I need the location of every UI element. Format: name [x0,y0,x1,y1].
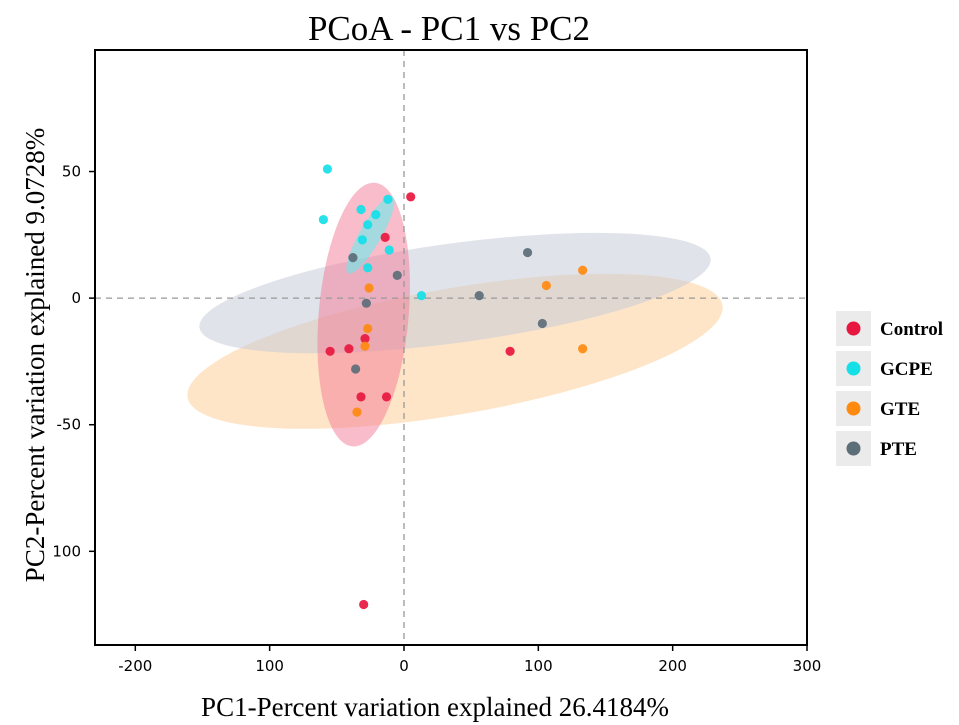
point-control [381,392,392,402]
confidence-ellipses [187,182,723,447]
point-control [359,599,369,610]
chart-title: PCoA - PC1 vs PC2 [308,9,590,48]
legend-marker-gte [846,401,861,416]
point-gcpe [371,209,381,220]
point-pte [351,364,361,374]
legend-label-gcpe: GCPE [880,359,933,380]
point-gcpe [363,220,373,230]
point-gte [352,407,362,417]
point-control [356,392,366,402]
point-pte [474,290,484,301]
point-gte [363,323,373,334]
x-tick-label: -200 [118,657,152,675]
legend: Control GCPE GTE PTE [836,311,943,466]
point-gcpe [318,215,328,225]
plot-frame [94,49,808,646]
x-tick-label: 100 [524,657,553,675]
ellipse-gcpe [346,196,395,274]
point-control [380,232,390,242]
x-tick-label: 200 [658,657,687,675]
point-gcpe [383,194,393,204]
point-control [505,346,515,356]
y-axis-ticks: 50 0 -50 100 [52,163,95,560]
plot-area [95,50,807,645]
data-points [318,164,588,610]
x-tick-label: 300 [793,657,822,675]
point-gcpe [384,245,394,255]
point-gte [364,283,374,293]
point-control [325,346,335,356]
y-tick-label: -50 [57,416,82,434]
point-gcpe [356,204,366,215]
point-control [344,344,354,354]
point-gcpe [357,235,367,245]
y-tick-label: 100 [52,542,81,560]
point-control [360,334,370,344]
legend-marker-control [846,321,861,336]
point-gte [360,341,370,351]
point-pte [361,298,371,308]
reference-lines [95,50,807,645]
point-gte [578,265,588,275]
y-axis-label: PC2-Percent variation explained 9.0728% [20,128,50,582]
x-axis-ticks: -200 100 0 100 200 300 [118,645,821,675]
y-tick-label: 50 [62,163,81,181]
point-gte [541,280,551,291]
legend-marker-pte [846,441,861,456]
point-gte [578,344,588,354]
x-tick-label: 0 [399,657,409,675]
x-tick-label: 100 [255,657,284,675]
point-pte [392,270,402,280]
point-pte [537,318,547,329]
legend-marker-gcpe [846,361,861,376]
x-axis-label: PC1-Percent variation explained 26.4184% [201,692,669,722]
point-gcpe [363,263,373,273]
legend-label-control: Control [880,319,943,340]
point-pte [348,253,358,263]
point-gcpe [322,164,333,174]
y-tick-label: 0 [71,289,81,307]
point-gcpe [416,290,427,301]
legend-label-pte: PTE [880,439,917,460]
legend-label-gte: GTE [880,399,920,420]
point-pte [522,247,533,258]
point-control [406,192,416,202]
